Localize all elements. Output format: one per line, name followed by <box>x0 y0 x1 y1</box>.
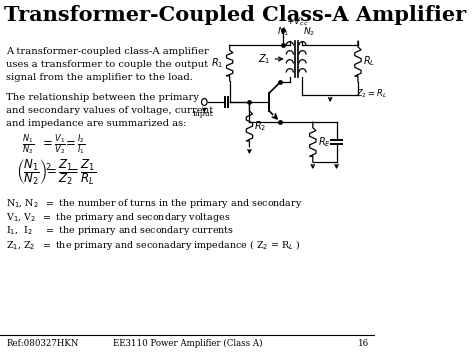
Text: I$_1$,  I$_2$    $=$ the primary and secondary currents: I$_1$, I$_2$ $=$ the primary and seconda… <box>6 224 234 237</box>
Text: V$_1$, V$_2$  $=$ the primary and secondary voltages: V$_1$, V$_2$ $=$ the primary and seconda… <box>6 211 231 224</box>
Text: $N_1$: $N_1$ <box>277 26 289 38</box>
Text: $Z_2 = R_L$: $Z_2 = R_L$ <box>356 88 387 100</box>
Text: $+V_{cc}$: $+V_{cc}$ <box>286 16 309 28</box>
Text: $\frac{N_1}{N_2}$: $\frac{N_1}{N_2}$ <box>22 133 34 157</box>
Text: $R_L$: $R_L$ <box>364 55 375 69</box>
Text: $= \frac{I_2}{I_1}$: $= \frac{I_2}{I_1}$ <box>64 133 86 157</box>
Text: Transformer-Coupled Class-A Amplifier: Transformer-Coupled Class-A Amplifier <box>4 5 466 25</box>
Text: Z$_1$, Z$_2$  $=$ the primary and seconadary impedance ( Z$_2$ = R$_L$ ): Z$_1$, Z$_2$ $=$ the primary and seconad… <box>6 237 301 251</box>
Text: N$_1$, N$_2$  $=$ the number of turns in the primary and secondary: N$_1$, N$_2$ $=$ the number of turns in … <box>6 197 303 210</box>
Text: 16: 16 <box>358 339 369 348</box>
Text: Input: Input <box>192 110 213 118</box>
Text: $Z_1$: $Z_1$ <box>258 52 271 66</box>
Text: $= \frac{V_1}{V_2}$: $= \frac{V_1}{V_2}$ <box>40 133 65 157</box>
Text: $R_2$: $R_2$ <box>254 119 266 133</box>
Text: $= \dfrac{Z_1}{Z_2}$: $= \dfrac{Z_1}{Z_2}$ <box>44 157 73 187</box>
Text: Ref:080327HKN: Ref:080327HKN <box>6 339 79 348</box>
Text: A transformer-coupled class-A amplifier
uses a transformer to couple the output
: A transformer-coupled class-A amplifier … <box>6 47 209 82</box>
Text: $N_2$: $N_2$ <box>303 26 315 38</box>
Circle shape <box>201 98 207 105</box>
Text: $= \dfrac{Z_1}{R_L}$: $= \dfrac{Z_1}{R_L}$ <box>66 157 96 187</box>
Text: EE3110 Power Amplifier (Class A): EE3110 Power Amplifier (Class A) <box>113 339 263 348</box>
Text: $R_E$: $R_E$ <box>318 135 330 149</box>
Text: $\left(\dfrac{N_1}{N_2}\right)^{\!2}$: $\left(\dfrac{N_1}{N_2}\right)^{\!2}$ <box>16 157 52 187</box>
Text: $R_1$: $R_1$ <box>211 56 223 70</box>
Text: The relationship between the primary
and secondary values of voltage, current
an: The relationship between the primary and… <box>6 93 214 128</box>
